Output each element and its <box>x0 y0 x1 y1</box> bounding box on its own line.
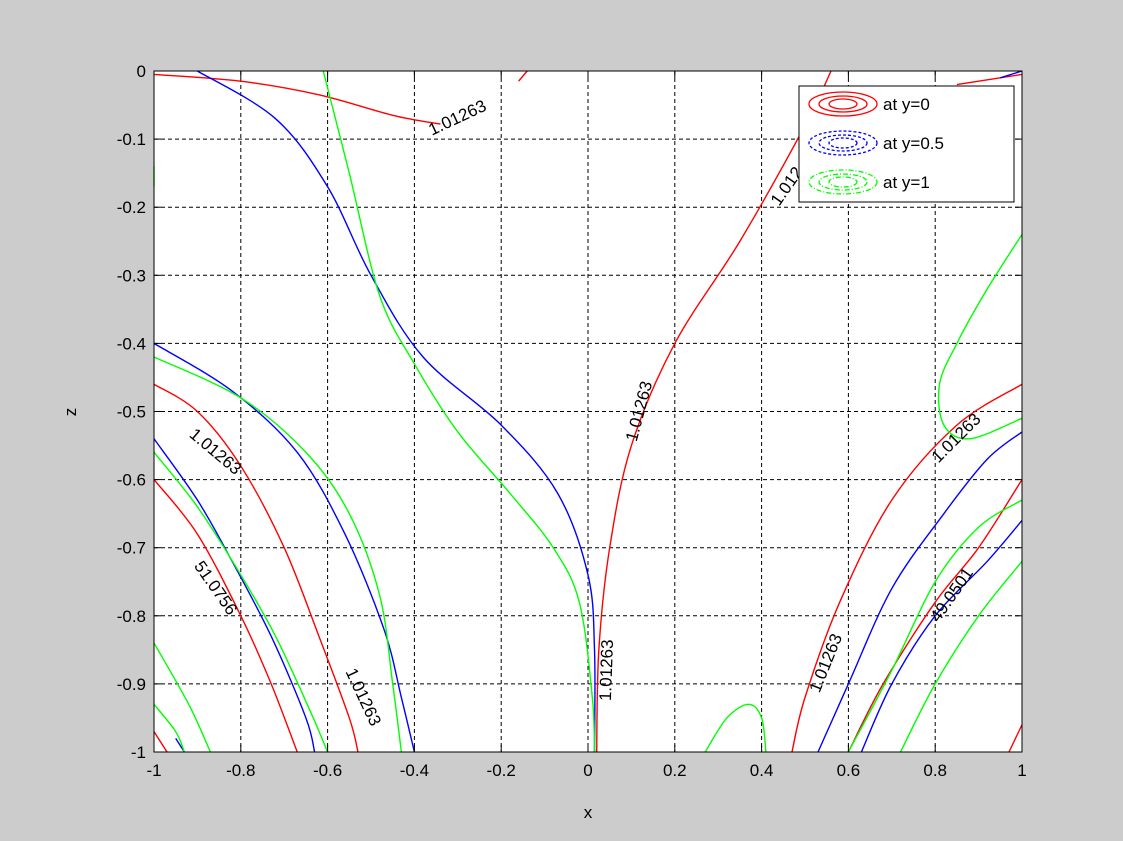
x-tick-label: 0.8 <box>923 761 947 780</box>
legend-swatch-ring <box>828 137 858 149</box>
x-tick-label: -1 <box>146 761 161 780</box>
contour-line-series-1 <box>1000 70 1023 79</box>
contour-line-series-2 <box>153 703 186 753</box>
contour-line-series-1 <box>153 342 416 753</box>
y-tick-label: -0.7 <box>117 539 146 558</box>
x-tick-label: 0.4 <box>750 761 774 780</box>
legend-swatch-ring <box>828 98 858 110</box>
contour-line-series-2 <box>153 642 212 753</box>
y-tick-label: -0.5 <box>117 403 146 422</box>
contour-line-series-0 <box>847 479 1023 753</box>
contour-line-series-2 <box>847 499 1023 753</box>
contour-line-series-0 <box>791 383 1023 753</box>
axis-ticks: -1 -0.8 -0.6 -0.4 -0.2 0 0.2 0.4 0.6 0.8 1 0 -0.1 -0.… <box>117 62 1027 780</box>
contour-line-series-0 <box>595 70 832 753</box>
contour-label: 1.01263 <box>596 639 617 701</box>
y-tick-label: -0.2 <box>117 198 146 217</box>
x-tick-label: -0.4 <box>400 761 429 780</box>
y-tick-label: -1 <box>131 743 146 762</box>
x-tick-label: -0.8 <box>226 761 255 780</box>
contour-line-series-2 <box>322 70 596 753</box>
legend-swatch-ring <box>808 130 878 156</box>
contour-line-series-0 <box>153 479 298 753</box>
contour-line-series-0 <box>153 73 441 125</box>
contour-line-series-0 <box>518 70 528 82</box>
x-axis-label: x <box>584 803 593 822</box>
y-tick-label: -0.1 <box>117 130 146 149</box>
legend-swatch-ring <box>818 134 868 152</box>
y-tick-label: -0.8 <box>117 607 146 626</box>
contour-line-series-1 <box>817 431 1023 753</box>
x-tick-label: -0.2 <box>487 761 516 780</box>
contour-lines <box>153 70 1023 753</box>
contour-line-series-1 <box>197 70 596 753</box>
contour-line-series-0 <box>153 731 168 753</box>
legend: at y=0 at y=0.5 at y=1 <box>798 85 1015 203</box>
legend-swatch-ring <box>828 176 858 188</box>
contour-line-series-0 <box>1008 724 1023 753</box>
contour-line-series-2 <box>153 451 329 753</box>
x-tick-label: 1 <box>1017 761 1026 780</box>
legend-entry: at y=0.5 <box>808 130 944 156</box>
legend-swatch-ring <box>808 169 878 195</box>
legend-swatch-ring <box>818 95 868 113</box>
contour-line-series-2 <box>704 703 767 753</box>
legend-swatch-ring <box>808 91 878 117</box>
legend-entry: at y=1 <box>808 169 930 195</box>
y-tick-label: -0.6 <box>117 471 146 490</box>
y-axis-label: z <box>61 408 80 417</box>
x-tick-label: 0 <box>583 761 592 780</box>
legend-box <box>798 85 1015 203</box>
legend-swatch-ring <box>818 173 868 191</box>
x-tick-label: 0.2 <box>663 761 687 780</box>
y-tick-label: 0 <box>137 62 146 81</box>
contour-line-series-2 <box>937 234 1023 440</box>
x-tick-label: -0.6 <box>313 761 342 780</box>
y-tick-label: -0.4 <box>117 334 146 353</box>
contour-line-series-1 <box>153 438 316 753</box>
x-tick-label: 0.6 <box>837 761 861 780</box>
legend-label: at y=0.5 <box>883 134 944 153</box>
legend-label: at y=0 <box>883 95 930 114</box>
y-tick-label: -0.3 <box>117 266 146 285</box>
legend-label: at y=1 <box>883 173 930 192</box>
legend-entry: at y=0 <box>808 91 930 117</box>
contour-line-series-0 <box>956 73 1023 86</box>
grid <box>154 71 1022 752</box>
y-tick-label: -0.9 <box>117 675 146 694</box>
contour-line-series-0 <box>153 383 359 753</box>
contour-line-series-2 <box>153 356 403 753</box>
contour-line-series-2 <box>899 560 1023 753</box>
contour-line-series-1 <box>860 520 1023 753</box>
